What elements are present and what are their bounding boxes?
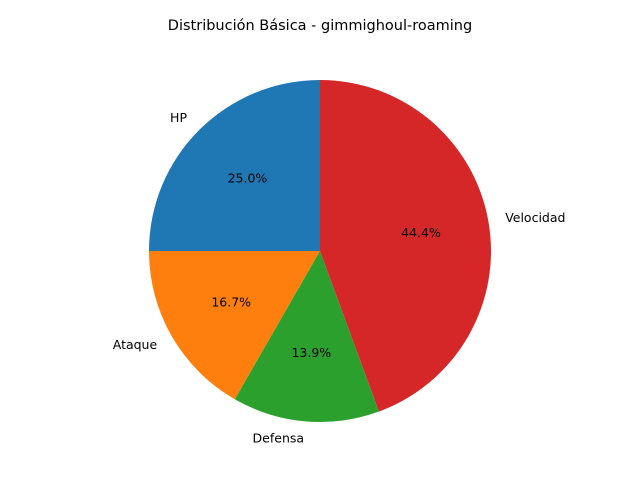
- slice-percent-hp: 25.0%: [228, 170, 268, 185]
- slice-percent-velocidad: 44.4%: [401, 225, 441, 240]
- pie-labels: HP 25.0% Ataque 16.7% Defensa 13.9% Velocidad 4…: [113, 110, 566, 445]
- slice-percent-defensa: 13.9%: [291, 345, 331, 360]
- pie-slice-hp: [149, 80, 320, 251]
- pie-slice-velocidad: [320, 80, 491, 412]
- chart-title: Distribución Básica - gimmighoul-roaming: [168, 18, 472, 34]
- slice-label-hp: HP: [170, 110, 187, 125]
- pie-slice-ataque: [149, 251, 320, 400]
- slice-label-defensa: Defensa: [253, 430, 305, 445]
- pie-slice-defensa: [234, 251, 379, 422]
- slice-label-ataque: Ataque: [113, 337, 158, 352]
- slice-percent-ataque: 16.7%: [211, 294, 251, 309]
- slice-label-velocidad: Velocidad: [505, 210, 565, 225]
- pie-slices: [149, 80, 491, 422]
